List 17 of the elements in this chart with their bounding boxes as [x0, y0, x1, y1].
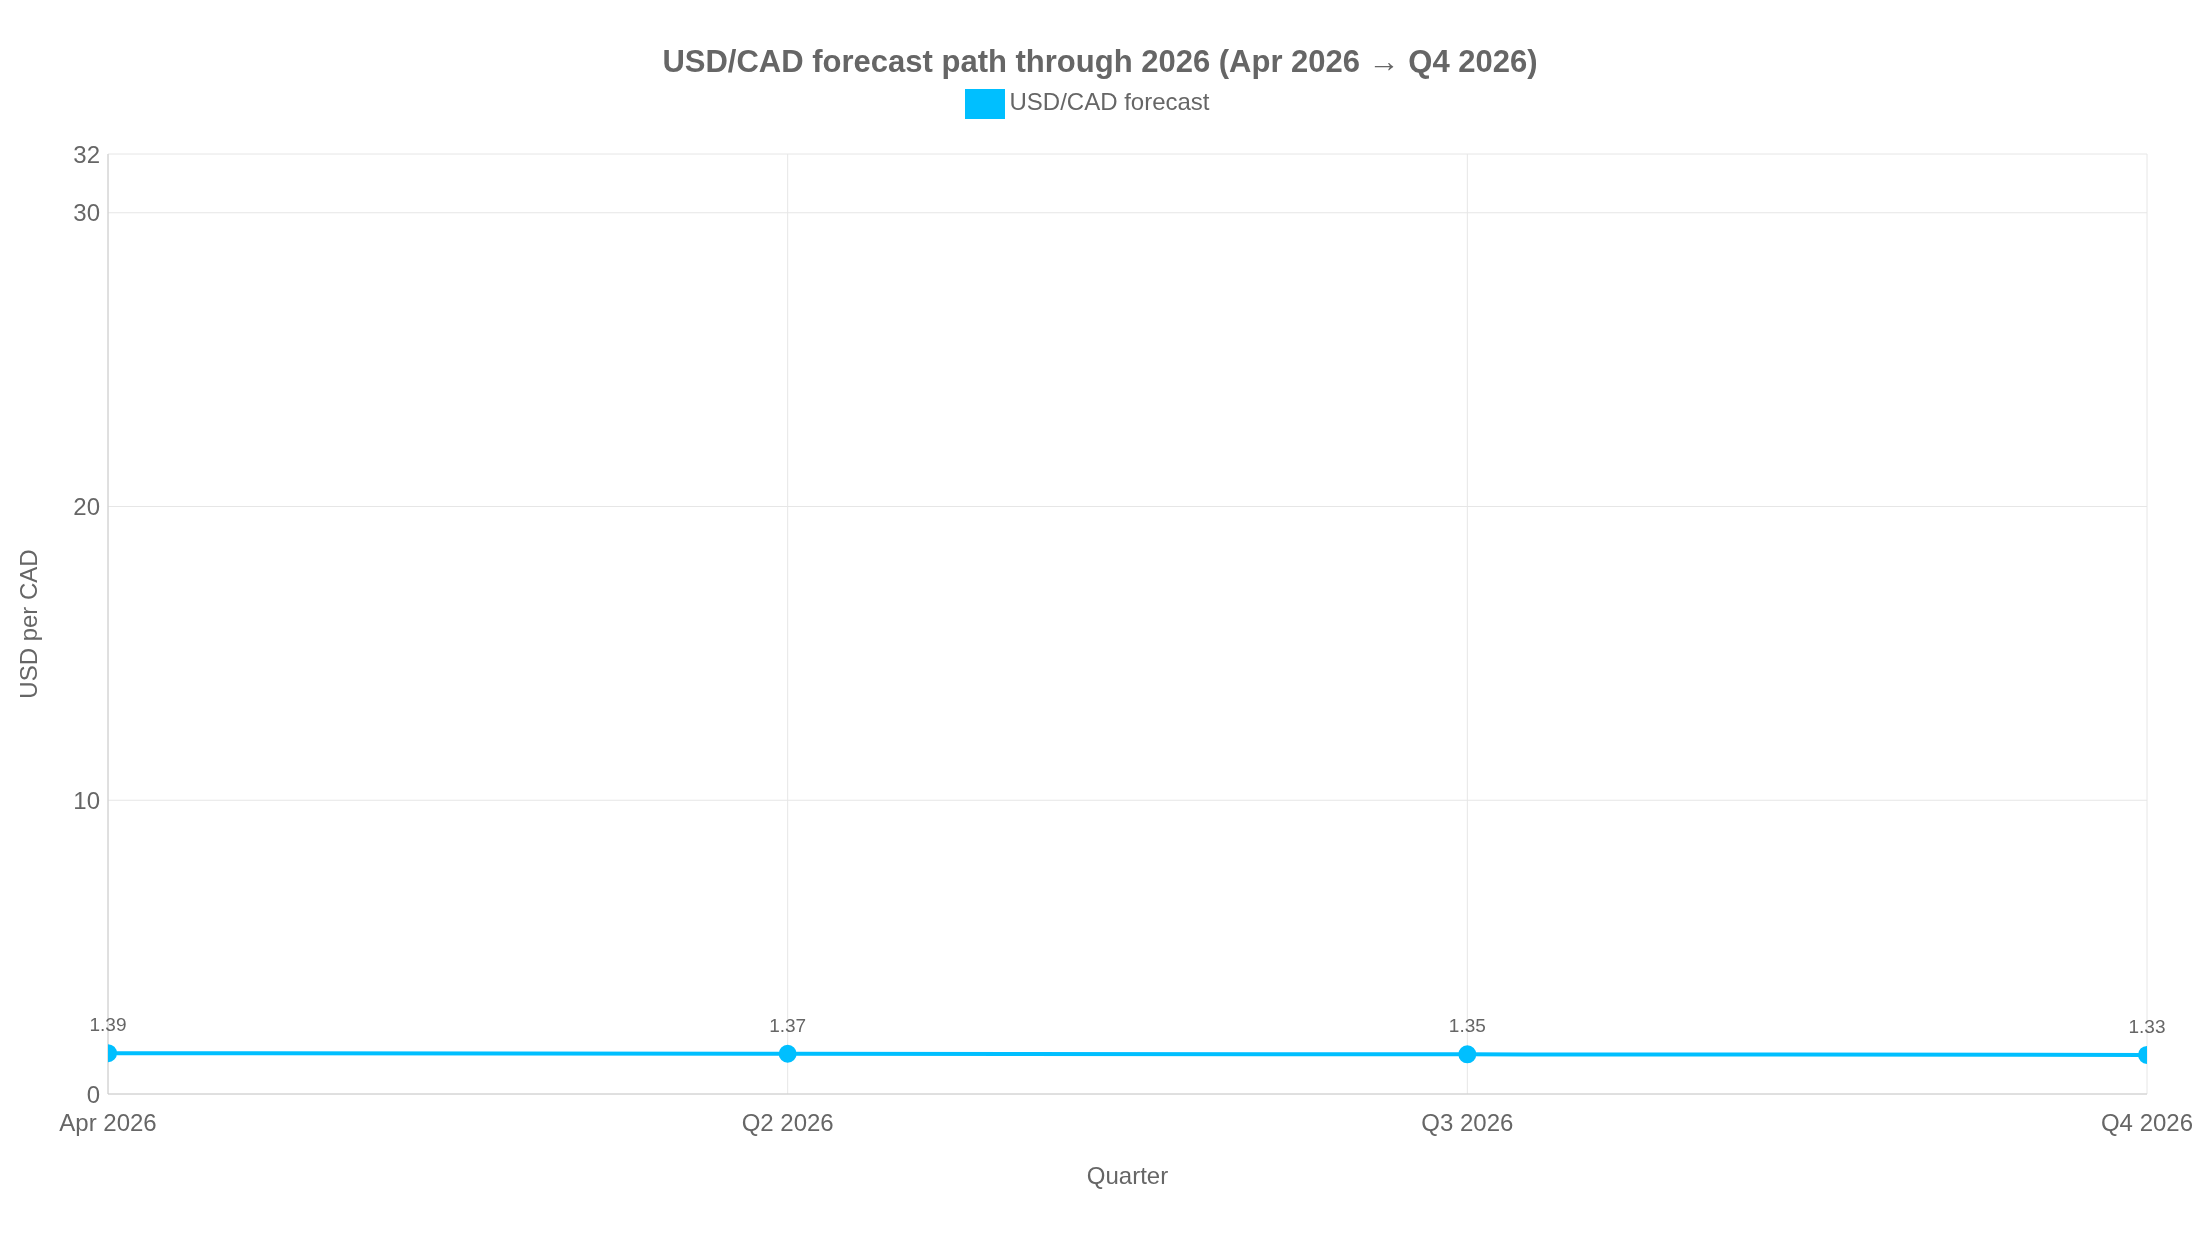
y-tick-label: 30 [73, 199, 100, 227]
y-tick-label: 0 [86, 1080, 100, 1108]
chart-title: USD/CAD forecast path through 2026 (Apr 2026 → Q4 2026) [661, 43, 1539, 81]
y-axis-title: USD per CAD [14, 549, 42, 699]
legend-label: USD/CAD forecast [1009, 88, 1210, 116]
x-tick-label: Q4 2026 [2100, 1109, 2194, 1137]
x-tick-label: Q3 2026 [1421, 1109, 1514, 1137]
x-axis-title: Quarter [1086, 1162, 1169, 1189]
data-label: 1.33 [2128, 1015, 2166, 1037]
y-tick-label: 10 [73, 786, 100, 814]
data-label: 1.39 [89, 1014, 127, 1036]
y-tick-label: 20 [73, 493, 100, 521]
data-label: 1.37 [769, 1014, 807, 1036]
x-tick-label: Apr 2026 [59, 1109, 157, 1137]
data-label: 1.35 [1448, 1015, 1486, 1037]
y-tick-label: 32 [73, 140, 100, 168]
x-tick-label: Q2 2026 [741, 1109, 834, 1137]
